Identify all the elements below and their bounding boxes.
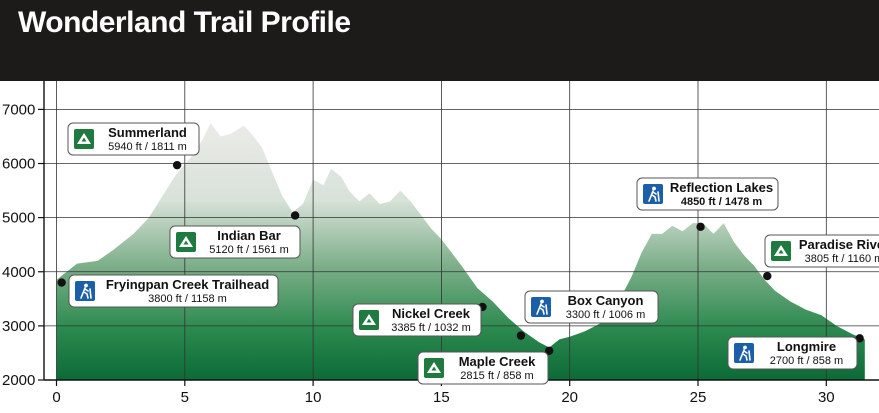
waypoint-elevation: 5940 ft / 1811 m bbox=[108, 141, 187, 153]
y-tick-label: 2000 bbox=[2, 372, 35, 389]
y-tick-label: 3000 bbox=[2, 318, 35, 335]
tent-glyph bbox=[179, 236, 193, 247]
waypoint-label-box bbox=[67, 122, 200, 156]
tent-glyph bbox=[427, 362, 441, 373]
x-tick-label: 25 bbox=[690, 389, 707, 406]
hiker-glyph bbox=[536, 303, 548, 315]
y-tick-label: 7000 bbox=[2, 101, 35, 118]
waypoint-name: Nickel Creek bbox=[392, 306, 471, 321]
tent-icon bbox=[771, 241, 791, 261]
header-bar: Wonderland Trail Profile bbox=[0, 0, 879, 81]
terrain-area bbox=[56, 122, 865, 381]
y-tick-label: 4000 bbox=[2, 264, 35, 281]
waypoint-name: Indian Bar bbox=[217, 228, 281, 243]
waypoint-label-box bbox=[68, 274, 279, 308]
tent-icon bbox=[176, 232, 196, 252]
waypoint-name: Longmire bbox=[777, 339, 836, 354]
waypoint-label-box bbox=[636, 177, 779, 211]
waypoint-name: Fryingpan Creek Trailhead bbox=[106, 277, 269, 292]
waypoint-label-box bbox=[727, 336, 858, 370]
waypoint-marker bbox=[172, 160, 182, 170]
y-tick-label: 6000 bbox=[2, 156, 35, 173]
waypoint-elevation: 3805 ft / 1160 m bbox=[805, 253, 879, 265]
waypoint-name: Reflection Lakes bbox=[670, 180, 773, 195]
x-tick-label: 20 bbox=[561, 389, 578, 406]
waypoint-elevation: 2700 ft / 858 m bbox=[770, 355, 843, 367]
x-tick-label: 10 bbox=[305, 389, 322, 406]
elevation-chart: 2000 3000 4000 5000 6000 7000 0 5 10 15 20 25 30 Fry… bbox=[2, 81, 879, 406]
waypoint-marker bbox=[855, 334, 864, 343]
hiker-head bbox=[652, 186, 656, 191]
waypoint-name: Box Canyon bbox=[568, 293, 644, 308]
x-tick-label: 0 bbox=[52, 389, 60, 406]
waypoint-label-box bbox=[169, 225, 301, 259]
waypoint-elevation: 3300 ft / 1006 m bbox=[566, 309, 646, 321]
x-tick-label: 15 bbox=[433, 389, 450, 406]
waypoint-marker bbox=[544, 346, 554, 355]
tent-glyph bbox=[362, 314, 376, 325]
waypoint-marker bbox=[763, 271, 772, 281]
hiker-glyph bbox=[648, 190, 660, 202]
waypoint-name: Paradise River bbox=[799, 237, 879, 252]
waypoint-marker bbox=[290, 211, 300, 220]
x-tick-label: 30 bbox=[818, 389, 835, 406]
hiker-glyph bbox=[739, 349, 751, 361]
hiker-head bbox=[743, 345, 747, 350]
hiker-head bbox=[84, 283, 88, 288]
waypoint-paradise-river[interactable]: Paradise River3805 ft / 1160 m bbox=[763, 234, 879, 281]
waypoint-label-box bbox=[524, 290, 659, 324]
x-tick-label: 5 bbox=[181, 389, 189, 406]
waypoint-marker bbox=[696, 222, 705, 232]
waypoint-name: Maple Creek bbox=[459, 354, 536, 369]
waypoint-marker bbox=[516, 331, 526, 340]
hiker-glyph bbox=[80, 287, 92, 299]
tent-glyph bbox=[77, 133, 91, 144]
hiker-head bbox=[540, 299, 544, 304]
waypoint-label-box bbox=[417, 351, 549, 385]
y-tick-label: 5000 bbox=[2, 210, 35, 227]
waypoint-elevation: 3385 ft / 1032 m bbox=[391, 322, 471, 334]
waypoint-elevation: 3800 ft / 1158 m bbox=[148, 293, 227, 305]
page-title: Wonderland Trail Profile bbox=[18, 6, 351, 39]
tent-icon bbox=[424, 358, 444, 378]
waypoint-label-box bbox=[764, 234, 879, 268]
waypoint-name: Summerland bbox=[108, 125, 187, 140]
waypoint-elevation: 5120 ft / 1561 m bbox=[209, 244, 289, 256]
tent-icon bbox=[359, 310, 379, 330]
waypoint-elevation: 4850 ft / 1478 m bbox=[681, 196, 763, 208]
waypoint-label-box bbox=[352, 303, 482, 337]
waypoint-marker bbox=[57, 278, 66, 287]
tent-glyph bbox=[774, 245, 788, 256]
waypoint-elevation: 2815 ft / 858 m bbox=[460, 370, 533, 382]
tent-icon bbox=[74, 129, 94, 149]
